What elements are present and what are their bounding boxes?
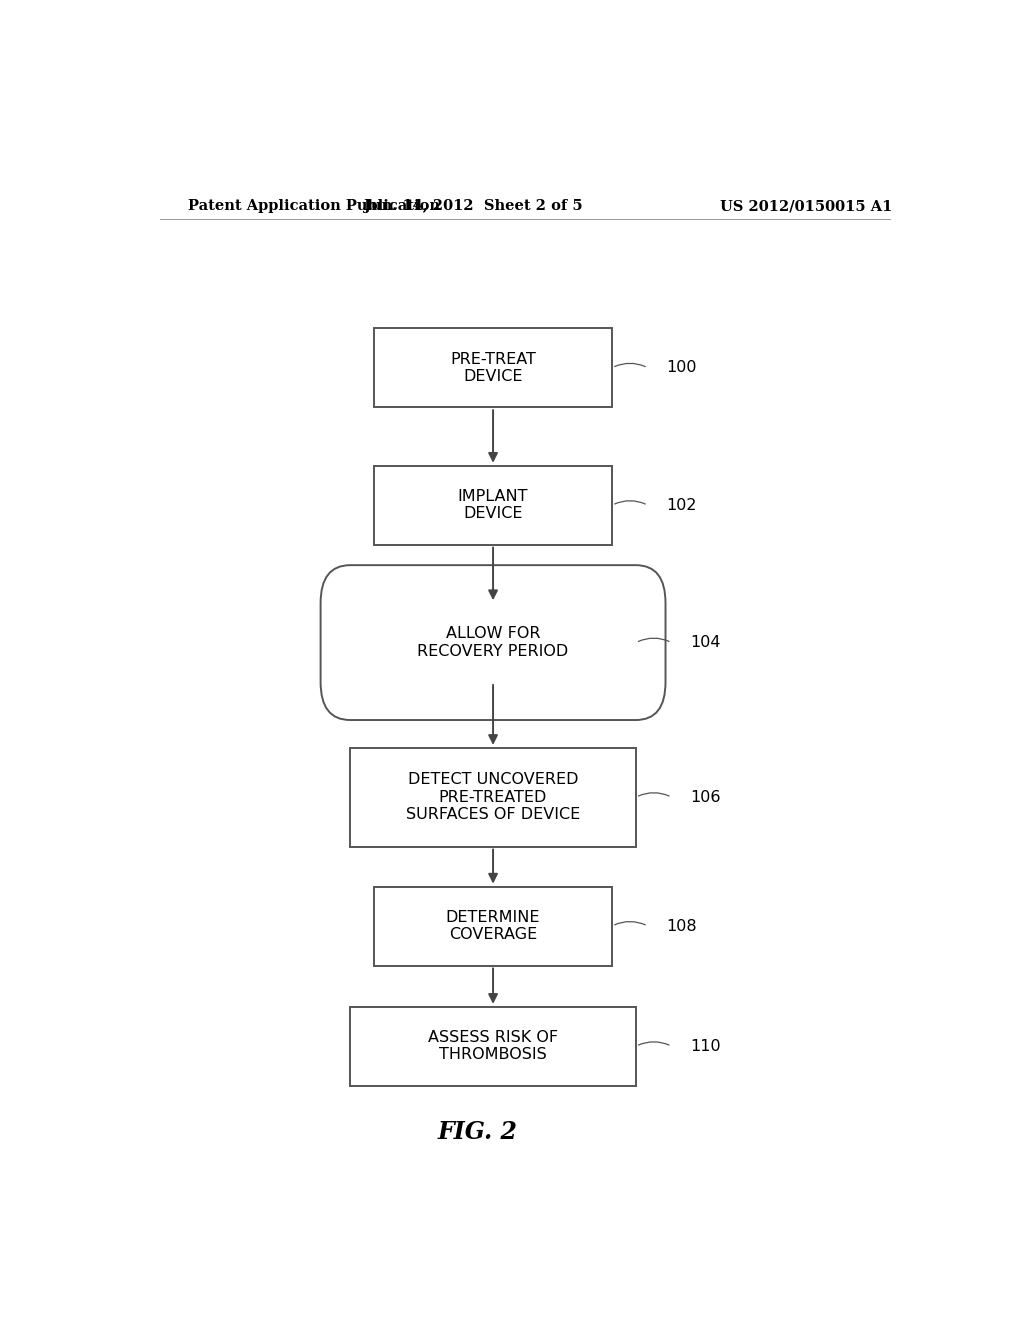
Text: 106: 106 (690, 789, 720, 805)
Text: DETECT UNCOVERED
PRE-TREATED
SURFACES OF DEVICE: DETECT UNCOVERED PRE-TREATED SURFACES OF… (406, 772, 581, 822)
Text: IMPLANT
DEVICE: IMPLANT DEVICE (458, 488, 528, 521)
FancyBboxPatch shape (350, 748, 636, 846)
Text: 108: 108 (666, 919, 696, 933)
Text: PRE-TREAT
DEVICE: PRE-TREAT DEVICE (451, 351, 536, 384)
Text: 110: 110 (690, 1039, 721, 1053)
Text: ALLOW FOR
RECOVERY PERIOD: ALLOW FOR RECOVERY PERIOD (418, 627, 568, 659)
FancyBboxPatch shape (374, 887, 612, 965)
Text: Jun. 14, 2012  Sheet 2 of 5: Jun. 14, 2012 Sheet 2 of 5 (364, 199, 583, 213)
Text: ASSESS RISK OF
THROMBOSIS: ASSESS RISK OF THROMBOSIS (428, 1030, 558, 1063)
Text: 104: 104 (690, 635, 720, 649)
Text: FIG. 2: FIG. 2 (437, 1121, 517, 1144)
FancyBboxPatch shape (321, 565, 666, 719)
FancyBboxPatch shape (350, 1007, 636, 1086)
Text: Patent Application Publication: Patent Application Publication (187, 199, 439, 213)
Text: US 2012/0150015 A1: US 2012/0150015 A1 (720, 199, 893, 213)
FancyBboxPatch shape (374, 466, 612, 545)
Text: 100: 100 (666, 360, 696, 375)
Text: 102: 102 (666, 498, 696, 512)
Text: DETERMINE
COVERAGE: DETERMINE COVERAGE (445, 909, 541, 942)
FancyBboxPatch shape (374, 329, 612, 408)
